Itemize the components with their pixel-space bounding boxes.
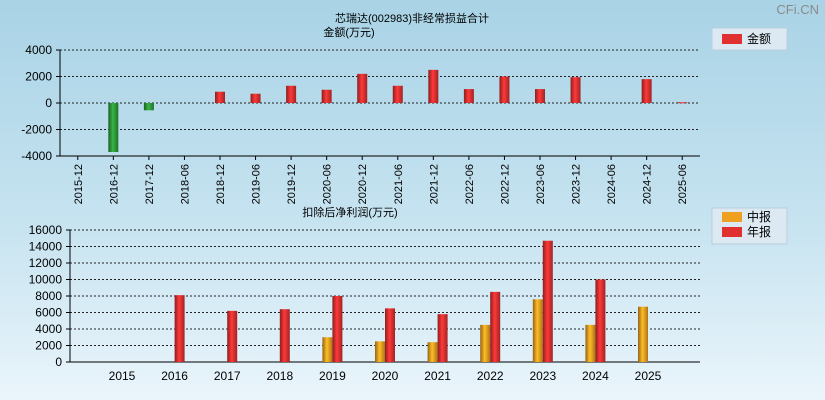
chart2-bar-interim: [585, 324, 596, 362]
chart2-bar-annual: [490, 291, 501, 362]
chart1-xtick-label: 2021-06: [393, 164, 405, 204]
chart1-xtick-label: 2017-12: [144, 164, 156, 204]
chart1-xtick-label: 2023-06: [535, 164, 547, 204]
chart2-bar-annual: [332, 296, 343, 362]
chart1-xtick-label: 2024-06: [606, 164, 618, 204]
chart2-xtick-label: 2024: [582, 369, 609, 383]
chart1-xtick-label: 2022-12: [499, 164, 511, 204]
chart1-ytick-label: 4000: [25, 43, 52, 57]
chart2-bar-interim: [322, 337, 333, 362]
chart1-bar: [250, 93, 261, 103]
chart2-ytick-label: 8000: [35, 289, 62, 303]
chart1-bar: [321, 89, 332, 103]
chart2-legend-label: 中报: [747, 209, 771, 224]
chart1-title: 芯瑞达(002983)非经常损益合计: [335, 11, 489, 25]
chart1-legend-box: [711, 27, 788, 51]
chart1-xtick-label: 2018-12: [215, 164, 227, 204]
chart2-bar-interim: [480, 324, 491, 362]
chart2-ytick-label: 14000: [29, 240, 63, 254]
chart2-bar-annual: [174, 295, 185, 362]
chart2-bar-annual: [385, 308, 395, 362]
chart1-xtick-label: 2015-12: [73, 164, 85, 204]
chart1-xtick-label: 2025-06: [677, 164, 689, 204]
chart1-bar: [357, 73, 368, 103]
chart1-bar: [570, 77, 581, 103]
chart1-bar: [215, 91, 225, 103]
chart1-ytick-label: -4000: [21, 149, 52, 163]
chart2-bar-interim: [638, 306, 648, 362]
chart2-bar-annual: [595, 279, 606, 362]
chart1-xtick-label: 2018-06: [179, 164, 191, 204]
chart2-xtick-label: 2022: [477, 369, 504, 383]
chart2-bar-annual: [437, 314, 448, 362]
chart1-bar: [286, 85, 297, 103]
chart1-ytick-label: 2000: [25, 70, 52, 84]
chart1-xtick-label: 2023-12: [571, 164, 583, 204]
chart2-ytick-label: 10000: [29, 273, 63, 287]
chart2-xtick-label: 2020: [372, 369, 399, 383]
chart2-legend-swatch: [722, 212, 742, 222]
chart1-xtick-label: 2016-12: [108, 164, 120, 204]
chart2-ytick-label: 2000: [35, 339, 62, 353]
chart1-bar: [108, 103, 119, 153]
chart1-xtick-label: 2021-12: [428, 164, 440, 204]
chart2-ytick-label: 6000: [35, 306, 62, 320]
chart1-bar: [392, 85, 403, 103]
chart1-ytick-label: -2000: [21, 123, 52, 137]
chart1-xtick-label: 2020-12: [357, 164, 369, 204]
chart1-bar: [499, 76, 510, 103]
chart1-ytick-label: 0: [45, 96, 52, 110]
chart2-legend-label: 年报: [747, 224, 771, 239]
chart1-legend-swatch: [722, 34, 742, 44]
chart2-legend-swatch: [722, 227, 742, 237]
chart2-xtick-label: 2016: [161, 369, 188, 383]
chart1-xtick-label: 2024-12: [642, 164, 654, 204]
chart2-bar-interim: [375, 341, 385, 362]
chart2-ytick-label: 12000: [29, 256, 63, 270]
chart2-xtick-label: 2019: [319, 369, 346, 383]
chart1-xtick-label: 2020-06: [322, 164, 334, 204]
chart1-xtick-label: 2019-12: [286, 164, 298, 204]
chart2-xtick-label: 2017: [214, 369, 241, 383]
chart1-bar: [143, 103, 154, 111]
chart1-bar: [428, 69, 439, 103]
chart2-xtick-label: 2015: [109, 369, 136, 383]
chart2-bar-interim: [427, 342, 438, 362]
chart2-xtick-label: 2023: [529, 369, 556, 383]
chart2-xtick-label: 2025: [635, 369, 662, 383]
chart2-ytick-label: 0: [55, 355, 62, 369]
chart1-bar: [677, 102, 688, 104]
watermark: CFi.CN: [776, 2, 819, 17]
chart2-xtick-label: 2018: [266, 369, 293, 383]
chart2-bar-interim: [532, 299, 543, 362]
chart2-ytick-label: 16000: [29, 223, 63, 237]
chart1-bar: [641, 79, 652, 103]
chart2-xtick-label: 2021: [424, 369, 451, 383]
chart2-ytick-label: 4000: [35, 322, 62, 336]
chart2-bar-annual: [279, 309, 290, 362]
chart1-ylabel: 金额(万元): [323, 25, 374, 39]
chart1-xtick-label: 2019-06: [251, 164, 263, 204]
chart2-bar-annual: [542, 240, 553, 362]
chart1-bar: [535, 89, 545, 103]
chart2-title: 扣除后净利润(万元): [302, 205, 397, 219]
chart1-xtick-label: 2022-06: [464, 164, 476, 204]
chart1-bar: [463, 89, 474, 103]
chart2-bar-annual: [227, 310, 238, 362]
chart1-legend-label: 金额: [747, 31, 771, 46]
